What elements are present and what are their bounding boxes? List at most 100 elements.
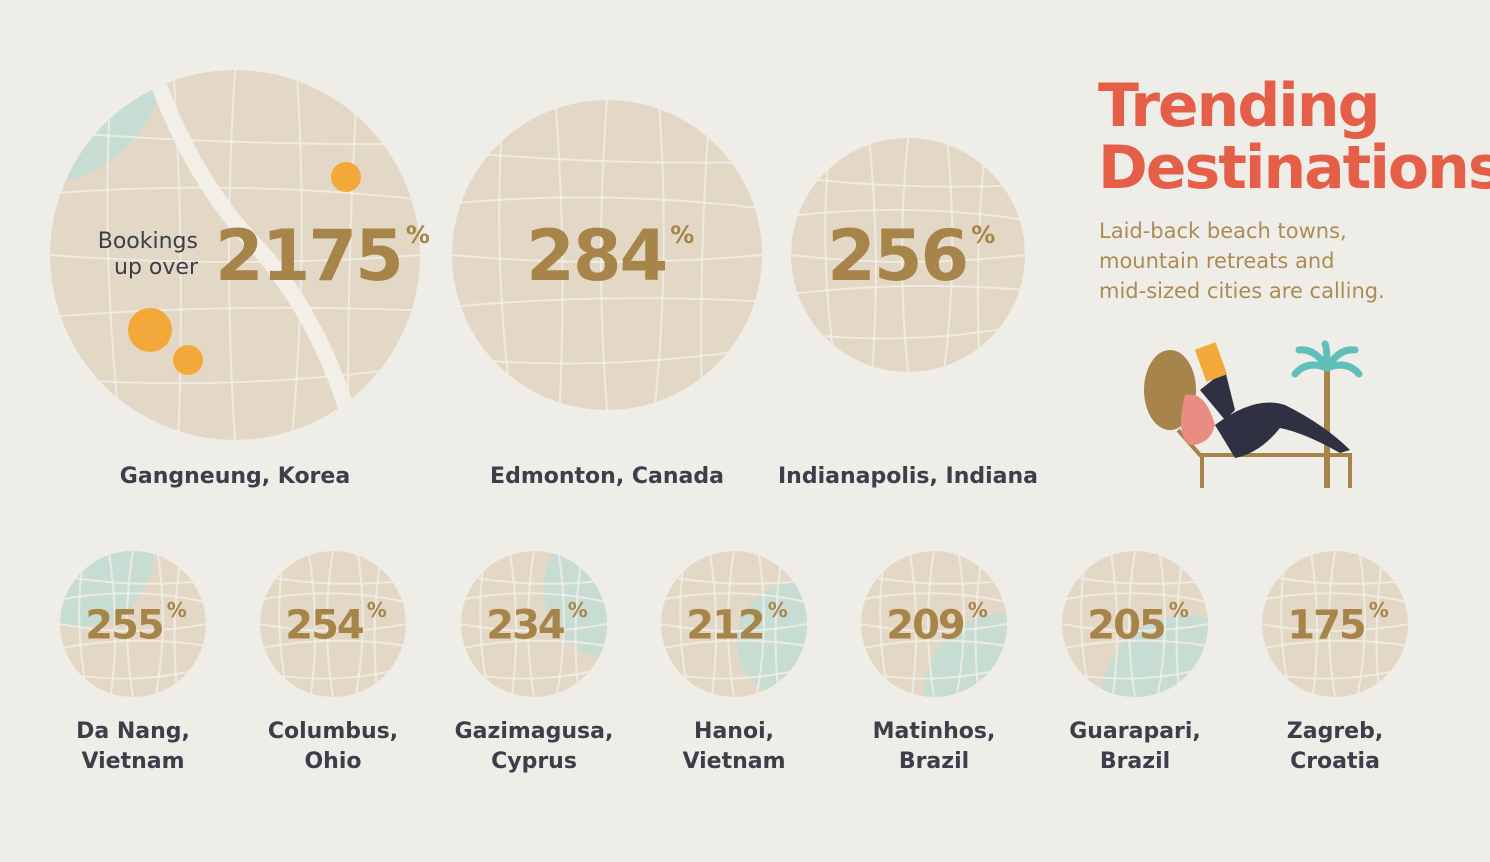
map-road (1109, 551, 1119, 697)
map-road (708, 551, 718, 697)
map-road (901, 138, 909, 372)
destination-name: Croatia (1290, 749, 1380, 774)
map-road (554, 100, 564, 410)
map-road (1128, 551, 1136, 697)
destination-name: Gangneung, Korea (120, 464, 350, 489)
map-circle-group (1062, 551, 1208, 697)
destination-name: Columbus, (268, 719, 398, 744)
percent-value: 2175 (215, 215, 402, 297)
percent-value: 205 (1087, 602, 1165, 648)
percent-sign: % (971, 221, 995, 249)
map-road (1262, 623, 1408, 632)
map-road (50, 130, 420, 146)
map-road (555, 551, 565, 697)
map-road (527, 551, 535, 697)
destination-name: Ohio (304, 749, 361, 774)
map-circle-group (452, 100, 762, 410)
map-road (461, 623, 607, 632)
map-road (1328, 551, 1336, 697)
map-road (461, 574, 607, 585)
map-road (60, 574, 206, 585)
destination-name: Indianapolis, Indiana (778, 464, 1038, 489)
map-circle-group (791, 138, 1025, 372)
map-road (861, 639, 1007, 650)
map-road (661, 639, 807, 650)
map-road (461, 592, 607, 604)
map-road (1062, 574, 1208, 585)
map-road (461, 639, 607, 650)
map-road (508, 551, 518, 697)
map-road (260, 639, 406, 650)
percent-value: 175 (1287, 602, 1365, 648)
map-road (107, 551, 117, 697)
title-line: Trending (1098, 71, 1379, 141)
map-road (727, 551, 735, 697)
map-road (1175, 551, 1185, 697)
percent-sign: % (568, 598, 588, 622)
subtitle-line: Laid-back beach towns, (1099, 219, 1347, 243)
subtitle-line: mountain retreats and (1099, 249, 1335, 273)
map-road (927, 551, 935, 697)
map-road (260, 592, 406, 604)
map-road (861, 574, 1007, 585)
map-road (791, 208, 1025, 221)
destination-name: Guarapari, (1069, 719, 1201, 744)
percent-value: 209 (886, 602, 964, 648)
river-road (142, 70, 358, 423)
map-road (1062, 592, 1208, 604)
percent-value: 234 (486, 602, 564, 648)
map-road (955, 551, 965, 697)
destination-name: Da Nang, (76, 719, 190, 744)
map-circle (1262, 551, 1408, 697)
map-road (974, 551, 984, 697)
map-road (1262, 639, 1408, 650)
percent-sign: % (768, 598, 788, 622)
percent-sign: % (1169, 598, 1189, 622)
map-road (154, 551, 164, 697)
map-road (791, 254, 1025, 263)
map-road (60, 592, 206, 604)
map-road (50, 254, 420, 263)
lead-text: up over (114, 255, 199, 280)
tree (173, 345, 203, 375)
map-road (774, 551, 784, 697)
map-road (126, 551, 134, 697)
map-road (861, 592, 1007, 604)
map-circle-group (661, 551, 807, 697)
destination-name: Cyprus (491, 749, 577, 774)
map-circle (260, 551, 406, 697)
destination-name: Vietnam (81, 749, 184, 774)
map-road (326, 551, 334, 697)
percent-sign: % (406, 221, 430, 249)
percent-value: 254 (285, 602, 363, 648)
subtitle-line: mid-sized cities are calling. (1099, 279, 1385, 303)
percent-sign: % (968, 598, 988, 622)
map-road (661, 592, 807, 604)
percent-value: 212 (686, 602, 764, 648)
reading-illustration (1144, 340, 1363, 488)
map-road (50, 306, 420, 318)
map-water (736, 583, 807, 697)
map-road (1262, 592, 1408, 604)
map-road (452, 196, 762, 210)
map-road (1062, 623, 1208, 632)
map-road (373, 551, 383, 697)
map-road (60, 639, 206, 650)
percent-sign: % (670, 221, 694, 249)
percent-sign: % (1369, 598, 1389, 622)
destination-name: Matinhos, (873, 719, 996, 744)
map-road (661, 623, 807, 632)
map-road (1309, 551, 1319, 697)
percent-value: 284 (526, 215, 666, 297)
destination-name: Zagreb, (1287, 719, 1383, 744)
map-road (452, 150, 762, 164)
destination-name: Vietnam (682, 749, 785, 774)
map-road (976, 138, 987, 372)
map-circle (791, 138, 1025, 372)
percent-sign: % (367, 598, 387, 622)
map-road (653, 100, 665, 410)
map-road (228, 70, 236, 440)
tree (128, 308, 172, 352)
map-road (1375, 551, 1385, 697)
